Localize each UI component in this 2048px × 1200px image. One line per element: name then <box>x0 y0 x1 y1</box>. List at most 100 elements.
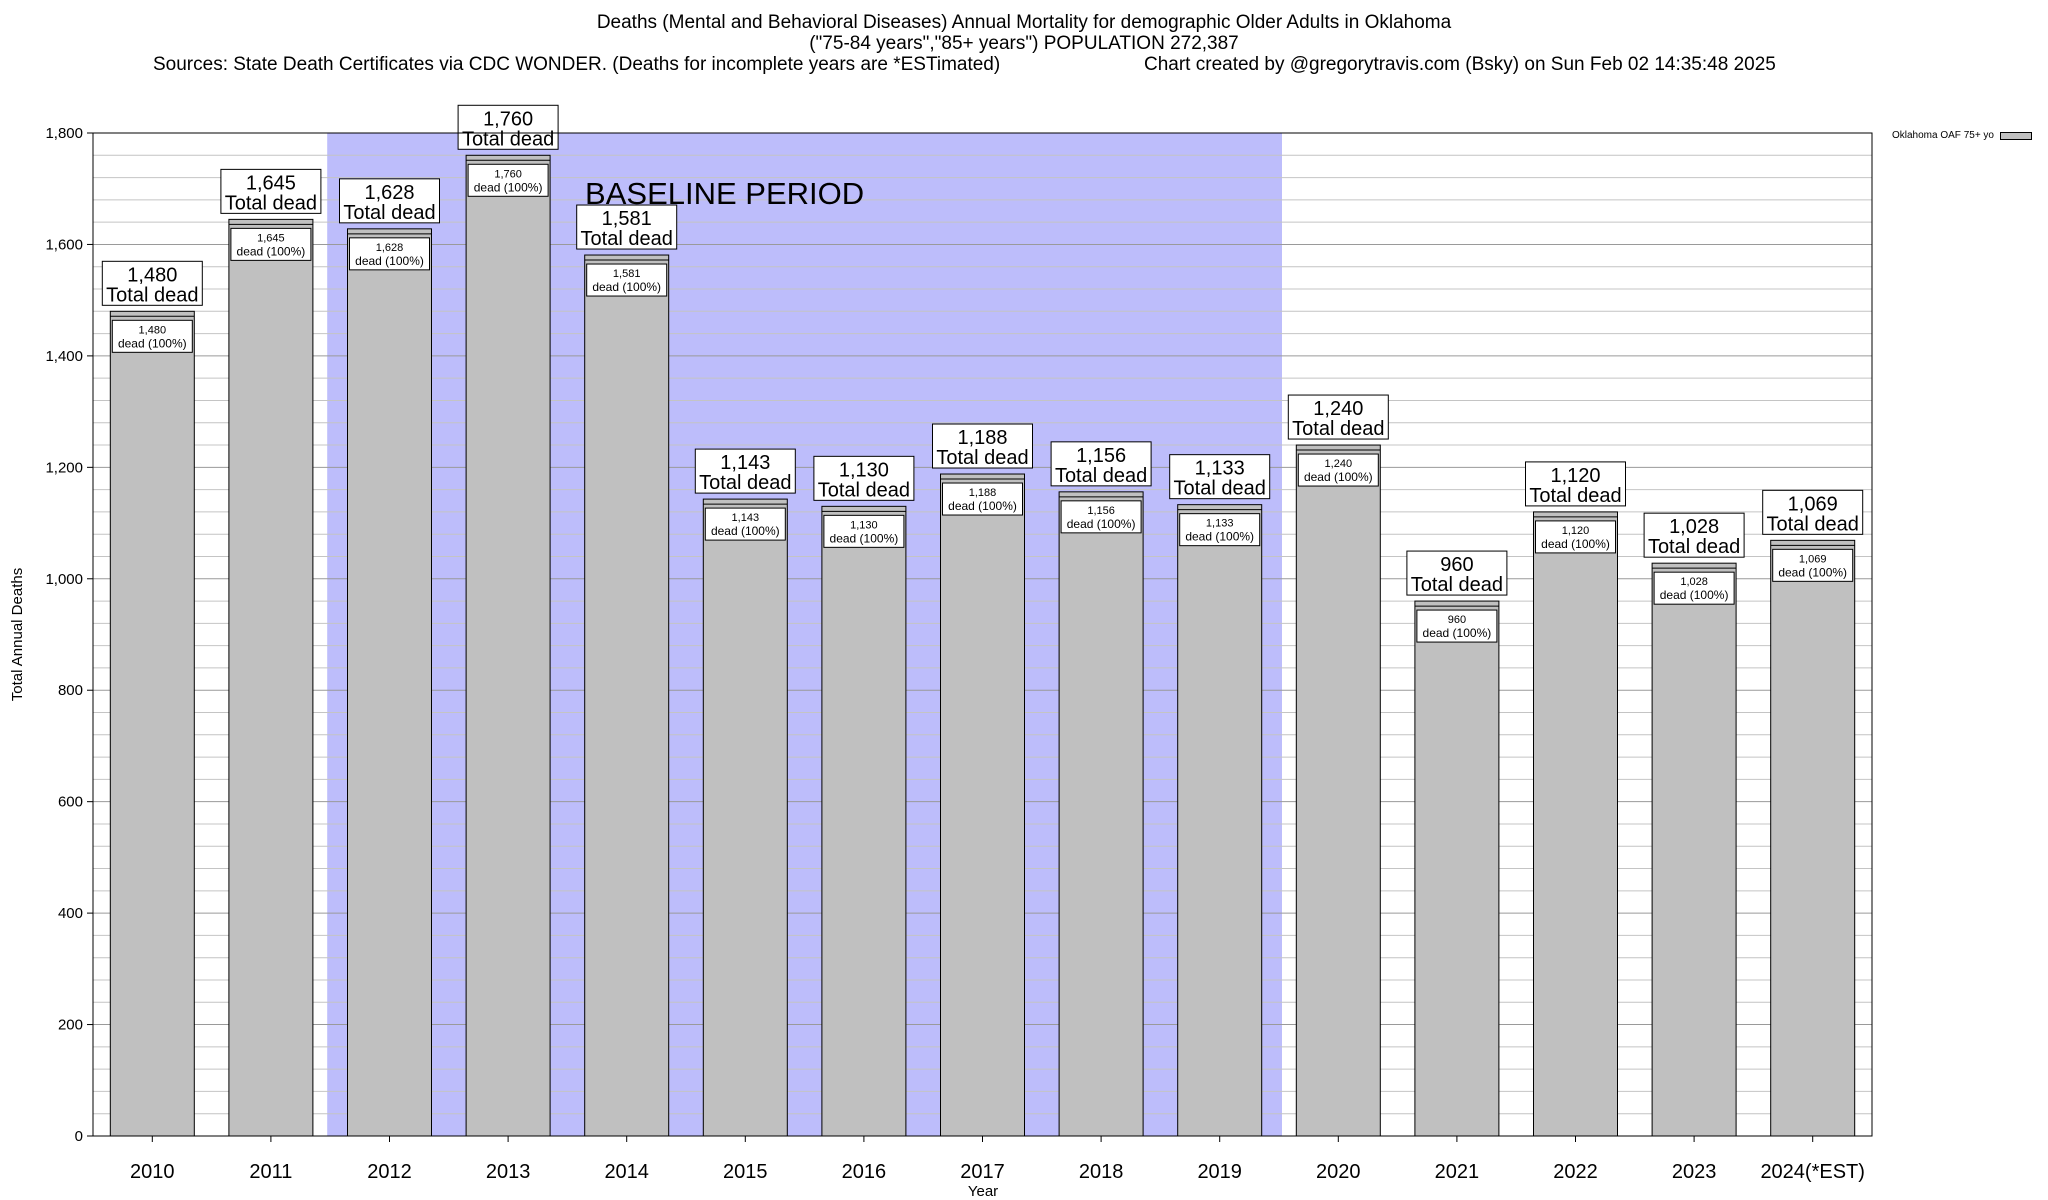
inner-value-label: 1,028 <box>1680 576 1708 588</box>
inner-value-label: 960 <box>1448 614 1466 626</box>
outer-label-box <box>1169 454 1271 500</box>
x-tick-label: 2024(*EST) <box>1760 1161 1865 1183</box>
y-tick-label: 800 <box>58 682 83 699</box>
bar-total-label: Total dead <box>462 128 554 150</box>
x-tick-label: 2015 <box>723 1161 768 1183</box>
x-tick-label: 2011 <box>249 1161 292 1183</box>
inner-label-box <box>1772 548 1854 582</box>
bar-total-label: Total dead <box>1648 536 1740 558</box>
inner-value-label: 1,581 <box>613 268 641 280</box>
outer-label-box <box>1762 489 1864 535</box>
bar <box>940 473 1025 1137</box>
inner-percent-label: dead (100%) <box>118 336 187 350</box>
y-tick-label: 1,400 <box>45 348 83 365</box>
inner-percent-label: dead (100%) <box>474 180 543 194</box>
bar <box>1414 600 1500 1137</box>
inner-value-label: 1,188 <box>969 487 997 499</box>
sources-text: Sources: State Death Certificates via CD… <box>153 54 1001 75</box>
bar-value-label: 1,628 <box>364 182 414 204</box>
y-tick-label: 1,600 <box>45 236 83 253</box>
inner-value-label: 1,760 <box>494 168 522 180</box>
bar-value-label: 1,240 <box>1313 398 1363 420</box>
y-tick-label: 600 <box>58 794 83 811</box>
inner-label-box <box>1179 513 1261 547</box>
inner-value-label: 1,120 <box>1562 525 1590 537</box>
legend-label: Oklahoma OAF 75+ yo <box>1892 130 1994 141</box>
bar-value-label: 1,480 <box>127 264 177 286</box>
chart-title: Deaths (Mental and Behavioral Diseases) … <box>596 12 1452 33</box>
chart-subtitle: ("75-84 years","85+ years") POPULATION 2… <box>809 33 1239 54</box>
outer-label-box <box>1050 441 1152 487</box>
x-tick-label: 2014 <box>604 1161 649 1183</box>
inner-label-box <box>349 237 430 271</box>
inner-value-label: 1,480 <box>139 324 167 336</box>
inner-label-box <box>1297 453 1379 487</box>
outer-label-box <box>694 448 796 494</box>
inner-label-box <box>467 163 549 197</box>
x-tick-label: 2013 <box>486 1161 531 1183</box>
outer-label-box <box>101 260 203 306</box>
outer-label-box <box>1406 550 1508 596</box>
outer-label-box <box>1643 512 1745 558</box>
inner-value-label: 1,133 <box>1206 518 1234 530</box>
x-axis-label: Year <box>968 1183 998 1200</box>
inner-value-label: 1,069 <box>1799 553 1827 565</box>
bar <box>228 218 314 1137</box>
inner-percent-label: dead (100%) <box>830 531 899 545</box>
y-tick-label: 200 <box>58 1017 83 1034</box>
x-tick-label: 2012 <box>367 1161 412 1183</box>
bar <box>702 498 788 1137</box>
bar-total-label: Total dead <box>1411 574 1503 596</box>
bar-total-label: Total dead <box>1055 465 1147 487</box>
outer-label-box <box>339 178 440 224</box>
inner-label-box <box>704 507 786 541</box>
inner-label-box <box>1535 520 1616 554</box>
inner-label-box <box>230 227 312 261</box>
bar-total-label: Total dead <box>936 447 1028 469</box>
bar-value-label: 1,581 <box>602 208 652 230</box>
bar-total-label: Total dead <box>699 472 791 494</box>
bar-total-label: Total dead <box>343 202 435 224</box>
inner-value-label: 1,240 <box>1325 458 1353 470</box>
x-tick-label: 2023 <box>1672 1161 1717 1183</box>
inner-percent-label: dead (100%) <box>592 280 661 294</box>
inner-percent-label: dead (100%) <box>237 244 306 258</box>
inner-label-box <box>942 482 1023 516</box>
bar-total-label: Total dead <box>1529 485 1621 507</box>
inner-percent-label: dead (100%) <box>711 524 780 538</box>
bar-value-label: 1,120 <box>1550 465 1600 487</box>
outer-label-box <box>813 455 915 501</box>
bar-value-label: 960 <box>1440 554 1473 576</box>
bar <box>1533 511 1618 1137</box>
inner-percent-label: dead (100%) <box>1304 470 1373 484</box>
credit-text: Chart created by @gregorytravis.com (Bsk… <box>1144 54 1776 75</box>
bar-value-label: 1,028 <box>1669 516 1719 538</box>
bar <box>1651 562 1737 1137</box>
x-tick-label: 2019 <box>1197 1161 1242 1183</box>
chart-header: Deaths (Mental and Behavioral Diseases) … <box>0 12 2048 75</box>
inner-label-box <box>823 514 905 548</box>
x-tick-label: 2016 <box>842 1161 887 1183</box>
x-tick-label: 2022 <box>1553 1161 1598 1183</box>
sources-line: Sources: State Death Certificates via CD… <box>0 54 2048 75</box>
inner-percent-label: dead (100%) <box>1660 588 1729 602</box>
bar-total-label: Total dead <box>581 228 673 250</box>
bar <box>1177 504 1263 1137</box>
bar-total-label: Total dead <box>225 192 317 214</box>
x-tick-label: 2018 <box>1079 1161 1124 1183</box>
y-tick-label: 1,000 <box>45 571 83 588</box>
plot-frame <box>92 132 1873 1137</box>
bar-total-label: Total dead <box>818 479 910 501</box>
outer-label-box <box>220 168 322 214</box>
bar <box>584 254 670 1137</box>
x-tick-label: 2021 <box>1435 1161 1480 1183</box>
inner-value-label: 1,645 <box>257 232 285 244</box>
bar-value-label: 1,143 <box>720 452 770 474</box>
inner-label-box <box>1653 571 1735 605</box>
bar <box>1770 539 1856 1137</box>
inner-percent-label: dead (100%) <box>1067 517 1136 531</box>
legend: Oklahoma OAF 75+ yo <box>1892 130 2032 141</box>
y-tick-label: 1,800 <box>45 125 83 142</box>
bar <box>347 228 432 1137</box>
